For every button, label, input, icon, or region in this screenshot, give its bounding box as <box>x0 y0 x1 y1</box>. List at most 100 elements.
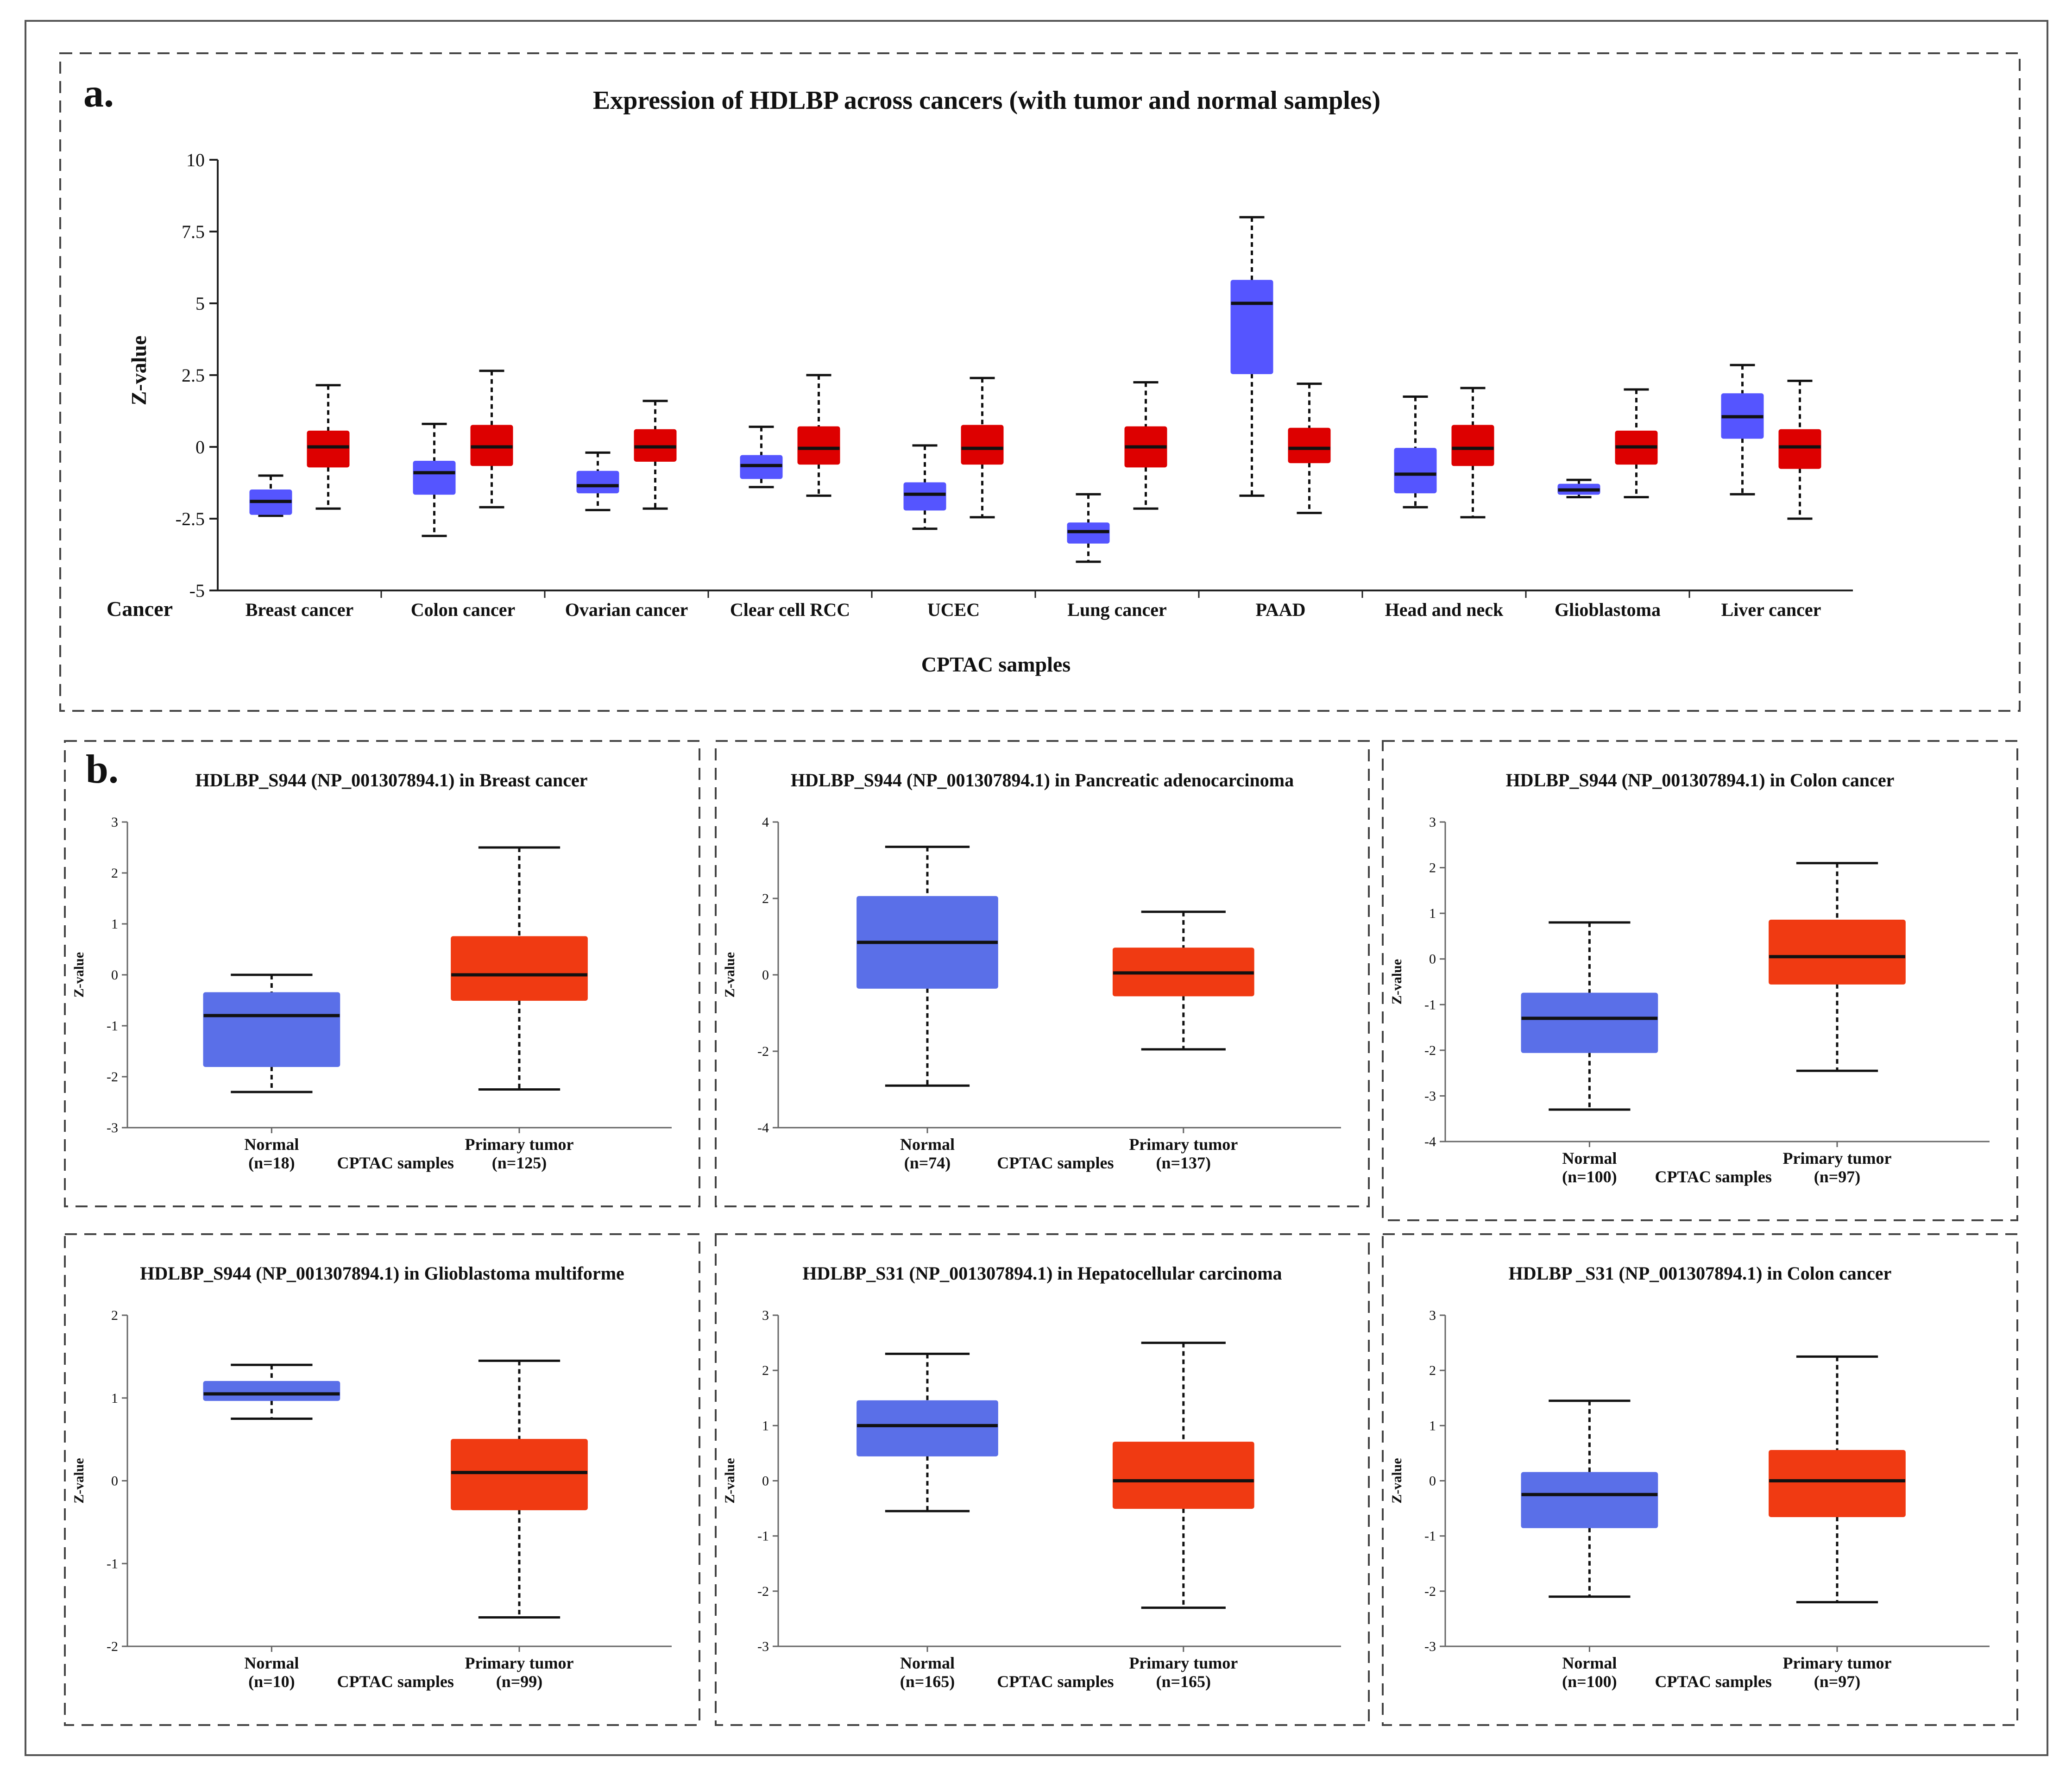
tumor-box <box>797 426 840 465</box>
x-axis-label: CPTAC samples <box>997 1154 1114 1172</box>
tumor-n: (n=97) <box>1814 1167 1861 1186</box>
category-group <box>1067 381 1167 563</box>
category-header: Cancer <box>107 597 173 621</box>
normal-box <box>1521 1472 1658 1528</box>
y-tick-label: -4 <box>1424 1134 1436 1149</box>
x-tick-label: Colon cancer <box>411 599 516 620</box>
normal-label: Normal <box>244 1135 299 1154</box>
y-tick-label: -1 <box>1424 1529 1436 1544</box>
y-tick-label: 0 <box>762 967 769 983</box>
y-tick-label: 3 <box>111 815 118 830</box>
y-tick-label: -2.5 <box>176 508 205 529</box>
tumor-box <box>1288 427 1331 464</box>
y-tick-label: 1 <box>762 1418 769 1433</box>
x-tick-label: Ovarian cancer <box>565 599 688 620</box>
normal-label: Normal <box>1562 1654 1617 1672</box>
subplot-frame <box>1382 1233 2018 1726</box>
tumor-n: (n=125) <box>492 1154 547 1172</box>
y-tick-label: 2 <box>762 891 769 906</box>
subplot-title: HDLBP_S944 (NP_001307894.1) in Colon can… <box>1506 770 1895 791</box>
x-axis-label: CPTAC samples <box>337 1672 454 1691</box>
subplot-title: HDLBP_S31 (NP_001307894.1) in Hepatocell… <box>802 1263 1282 1284</box>
normal-box <box>1521 992 1658 1053</box>
tumor-box <box>961 425 1004 465</box>
y-tick-label: -2 <box>1424 1043 1436 1058</box>
panel-a: a. Expression of HDLBP across cancers (wi… <box>59 52 2021 712</box>
category-group <box>740 374 840 497</box>
y-tick-label: -3 <box>757 1639 769 1654</box>
normal-n: (n=18) <box>248 1154 295 1172</box>
panel-b-subplot: HDLBP_S944 (NP_001307894.1) in Glioblast… <box>64 1233 700 1726</box>
subplot-title: HDLBP_S944 (NP_001307894.1) in Glioblast… <box>140 1263 624 1284</box>
y-tick-label: 2.5 <box>182 365 205 386</box>
normal-n: (n=100) <box>1562 1672 1617 1691</box>
normal-box <box>857 1400 998 1456</box>
normal-n: (n=10) <box>248 1672 295 1691</box>
y-tick-label: 2 <box>1429 860 1436 876</box>
tumor-box <box>451 1439 588 1511</box>
tumor-label: Primary tumor <box>1129 1654 1238 1672</box>
y-tick-label: 3 <box>1429 1308 1436 1323</box>
normal-box <box>413 461 456 495</box>
y-axis-label: Z-value <box>71 1458 87 1503</box>
y-tick-label: 2 <box>1429 1363 1436 1378</box>
x-axis-label: CPTAC samples <box>1655 1672 1772 1691</box>
x-tick-label: PAAD <box>1255 599 1305 620</box>
y-tick-label: -2 <box>757 1584 769 1599</box>
y-axis-label: Z-value <box>127 336 151 406</box>
y-tick-label: -1 <box>1424 997 1436 1012</box>
y-tick-label: -2 <box>757 1044 769 1059</box>
normal-box <box>203 1381 340 1401</box>
y-tick-label: 0 <box>111 967 118 983</box>
tumor-box <box>1112 1442 1254 1509</box>
category-group <box>576 400 677 511</box>
y-axis-label: Z-value <box>722 1458 737 1503</box>
x-tick-label: Head and neck <box>1385 599 1504 620</box>
normal-box <box>576 471 619 494</box>
y-tick-label: -5 <box>189 580 205 601</box>
y-tick-label: 0 <box>1429 1474 1436 1489</box>
y-axis-label: Z-value <box>71 952 87 998</box>
tumor-label: Primary tumor <box>1783 1149 1892 1167</box>
tumor-n: (n=165) <box>1156 1672 1211 1691</box>
category-group <box>1230 216 1331 515</box>
y-tick-label: 2 <box>111 866 118 881</box>
category-group <box>1394 387 1494 519</box>
subplot-frame <box>715 1233 1370 1726</box>
subplot-title: HDLBP _S31 (NP_001307894.1) in Colon can… <box>1509 1263 1892 1284</box>
y-tick-label: 0 <box>1429 952 1436 967</box>
y-tick-label: -1 <box>107 1018 118 1034</box>
tumor-n: (n=97) <box>1814 1672 1861 1691</box>
tumor-label: Primary tumor <box>1129 1135 1238 1154</box>
category-group <box>903 377 1004 530</box>
y-tick-label: -3 <box>1424 1639 1436 1654</box>
y-tick-label: 1 <box>111 1391 118 1406</box>
tumor-box <box>1778 429 1821 469</box>
y-tick-label: 0 <box>195 437 205 458</box>
y-tick-label: -1 <box>107 1556 118 1571</box>
x-tick-label: UCEC <box>927 599 980 620</box>
y-tick-label: -3 <box>1424 1088 1436 1104</box>
y-tick-label: 1 <box>1429 1418 1436 1433</box>
y-tick-label: -2 <box>107 1069 118 1085</box>
subplot-frame <box>64 1233 700 1726</box>
y-tick-label: 1 <box>1429 906 1436 921</box>
x-tick-label: Glioblastoma <box>1555 599 1661 620</box>
tumor-box <box>1451 425 1494 466</box>
category-group <box>249 384 350 517</box>
x-tick-label: Liver cancer <box>1721 599 1821 620</box>
subplot-title: HDLBP_S944 (NP_001307894.1) in Breast ca… <box>195 770 588 791</box>
normal-box <box>903 482 946 511</box>
y-tick-label: 4 <box>762 815 769 830</box>
x-axis-label: CPTAC samples <box>997 1672 1114 1691</box>
tumor-box <box>451 936 588 1001</box>
normal-label: Normal <box>900 1654 955 1672</box>
y-tick-label: 2 <box>111 1308 118 1323</box>
panel-a-label: a. <box>83 71 114 116</box>
subplot-frame <box>715 740 1370 1207</box>
panel-b-label: b. <box>86 747 119 792</box>
y-tick-label: 10 <box>186 150 205 170</box>
x-axis-label: CPTAC samples <box>921 653 1071 676</box>
y-tick-label: 0 <box>762 1474 769 1489</box>
normal-label: Normal <box>1562 1149 1617 1167</box>
